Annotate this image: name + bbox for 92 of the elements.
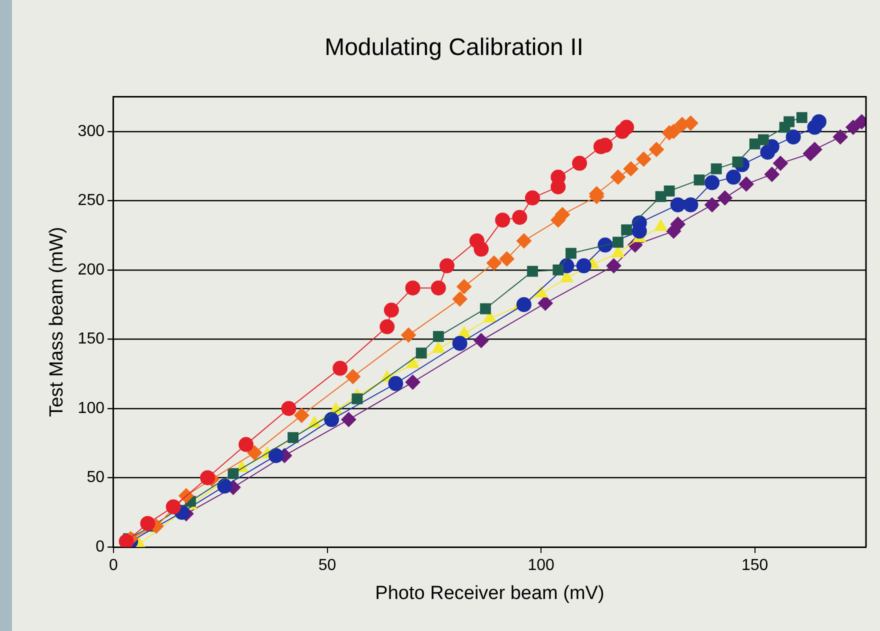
point	[670, 197, 686, 212]
point	[439, 258, 454, 274]
point	[217, 478, 232, 494]
point	[704, 197, 720, 212]
point	[832, 129, 848, 144]
point	[670, 216, 686, 232]
x-tick-label: 150	[741, 557, 768, 574]
y-tick-label: 200	[78, 261, 105, 278]
chart-title: Modulating Calibration II	[324, 34, 584, 62]
point	[623, 161, 638, 176]
point	[846, 120, 861, 135]
point	[380, 319, 395, 334]
x-tick-label: 100	[528, 557, 554, 574]
point	[758, 134, 769, 146]
point	[388, 376, 404, 392]
point	[527, 266, 538, 277]
point	[534, 286, 548, 298]
point	[341, 412, 356, 428]
point	[717, 190, 732, 206]
point	[710, 163, 722, 174]
point	[516, 297, 532, 312]
point	[612, 236, 624, 248]
point	[552, 264, 564, 276]
point	[324, 412, 340, 428]
point	[525, 190, 540, 206]
point	[499, 251, 514, 266]
y-tick-label: 150	[78, 330, 105, 348]
point	[807, 142, 822, 157]
y-tick-label: 250	[78, 192, 105, 210]
point	[683, 197, 698, 212]
point	[281, 400, 296, 416]
point	[456, 279, 472, 294]
point	[345, 369, 360, 384]
point	[495, 212, 510, 228]
point	[228, 468, 239, 480]
point	[430, 280, 446, 296]
point	[405, 374, 420, 390]
x-axis-title: Photo Receiver beam (mV)	[375, 582, 604, 604]
point	[738, 176, 754, 192]
point	[238, 436, 254, 452]
point	[401, 328, 416, 343]
point	[566, 248, 576, 259]
x-tick-label: 50	[318, 557, 336, 574]
point	[288, 432, 299, 444]
point	[384, 302, 399, 318]
point	[166, 499, 181, 514]
point	[648, 142, 664, 157]
point	[572, 156, 588, 171]
point	[704, 175, 720, 190]
point	[268, 448, 284, 464]
point	[784, 116, 794, 128]
point	[598, 238, 613, 253]
point	[764, 166, 780, 182]
point	[452, 292, 468, 307]
y-tick-label: 0	[96, 538, 105, 556]
y-tick-label: 50	[86, 469, 105, 486]
point	[786, 129, 801, 144]
point	[352, 393, 363, 404]
point	[332, 360, 348, 376]
point	[247, 445, 262, 460]
point	[619, 120, 634, 135]
point	[486, 256, 502, 271]
point	[654, 220, 668, 232]
point	[664, 186, 675, 196]
point	[480, 303, 491, 314]
point	[416, 348, 427, 359]
point	[694, 174, 705, 186]
y-axis-title: Test Mass beam (mW)	[46, 226, 68, 417]
point	[811, 114, 826, 130]
point	[405, 280, 420, 296]
point	[726, 170, 741, 185]
point	[610, 170, 626, 185]
point	[516, 233, 532, 248]
point	[474, 242, 489, 257]
point	[432, 330, 444, 342]
point	[140, 516, 156, 531]
y-tick-label: 100	[78, 400, 105, 417]
point	[452, 336, 468, 351]
point	[200, 470, 216, 486]
point	[512, 210, 528, 225]
point	[294, 408, 310, 423]
x-tick-label: 0	[109, 557, 118, 574]
point	[606, 258, 622, 274]
point	[576, 258, 592, 274]
point	[621, 224, 632, 236]
point	[474, 333, 489, 348]
point	[538, 296, 553, 311]
point	[772, 156, 788, 171]
point	[764, 139, 780, 154]
point	[636, 152, 652, 167]
y-tick-label: 300	[78, 122, 105, 140]
point	[796, 112, 808, 124]
